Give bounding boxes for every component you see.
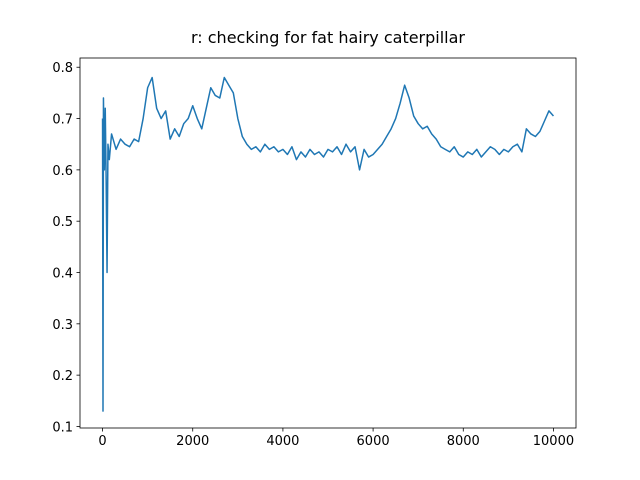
y-tick-label: 0.2: [52, 369, 73, 384]
y-tick-label: 0.6: [52, 164, 73, 179]
x-tick-label: 0: [98, 434, 106, 449]
x-tick-label: 2000: [176, 434, 209, 449]
x-tick-label: 10000: [533, 434, 574, 449]
y-tick-label: 0.8: [52, 61, 73, 76]
y-tick-label: 0.5: [52, 215, 73, 230]
plot-frame: [79, 57, 577, 429]
data-line: [101, 76, 555, 412]
x-tick-label: 8000: [447, 434, 480, 449]
y-tick-label: 0.3: [52, 318, 73, 333]
x-tick-label: 6000: [357, 434, 390, 449]
y-tick-label: 0.4: [52, 267, 73, 282]
y-tick-label: 0.1: [52, 420, 73, 435]
chart-title: r: checking for fat hairy caterpillar: [191, 28, 465, 47]
y-tick-label: 0.7: [52, 113, 73, 128]
x-tick-label: 4000: [266, 434, 299, 449]
